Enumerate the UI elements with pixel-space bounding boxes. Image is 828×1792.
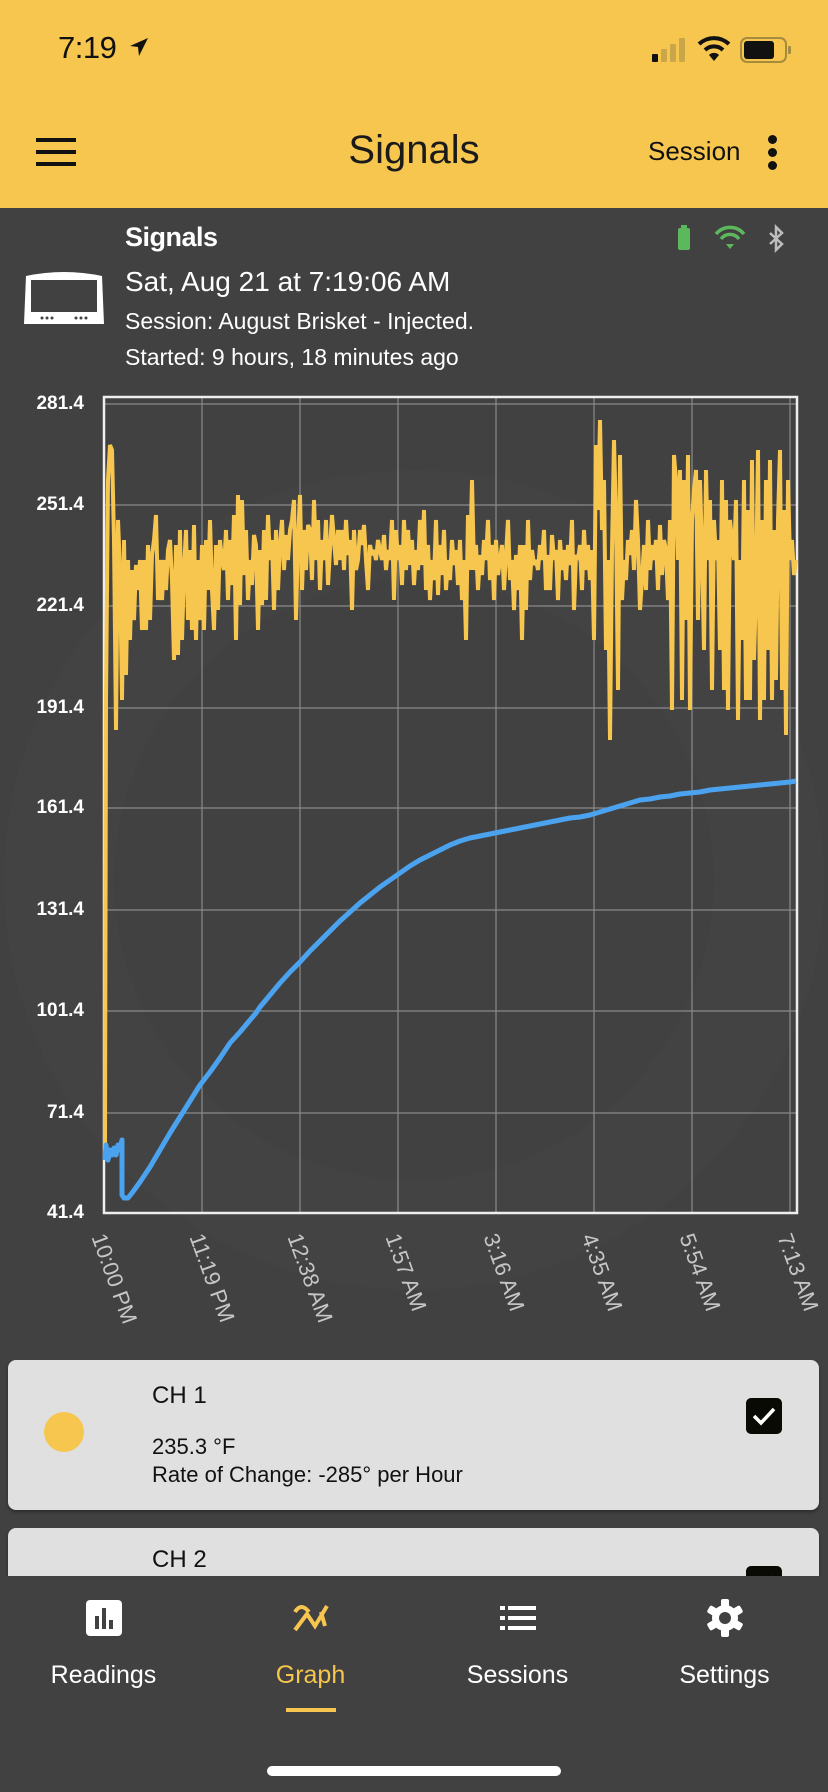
- bar-chart-icon: [85, 1600, 122, 1636]
- y-tick-label: 131.4: [36, 899, 84, 920]
- tab-label: Sessions: [466, 1661, 569, 1689]
- tab-graph[interactable]: Graph: [207, 1598, 414, 1690]
- device-status-icons: [678, 224, 784, 254]
- line-graph-icon: [292, 1604, 329, 1632]
- gear-icon: [706, 1599, 743, 1637]
- battery-icon: [740, 37, 791, 63]
- session-button[interactable]: Session: [648, 136, 741, 166]
- status-time: 7:19: [58, 30, 117, 65]
- home-indicator[interactable]: [267, 1766, 561, 1776]
- y-tick-label: 161.4: [36, 797, 84, 818]
- page-title: Signals: [348, 128, 480, 172]
- tab-settings[interactable]: Settings: [621, 1598, 828, 1690]
- cellular-signal-icon: [652, 38, 685, 62]
- active-tab-indicator: [286, 1708, 336, 1712]
- y-tick-label: 251.4: [36, 494, 84, 515]
- channel-temp: 235.3 °F: [152, 1434, 236, 1459]
- session-started: Started: 9 hours, 18 minutes ago: [125, 344, 459, 370]
- y-tick-label: 281.4: [36, 393, 84, 414]
- channel-label: CH 2: [152, 1546, 207, 1573]
- thermometer-device-icon: [24, 272, 104, 324]
- channel-label: CH 1: [152, 1382, 207, 1409]
- y-tick-label: 221.4: [36, 595, 84, 616]
- tab-readings[interactable]: Readings: [0, 1598, 207, 1690]
- y-tick-label: 191.4: [36, 697, 84, 718]
- device-datetime: Sat, Aug 21 at 7:19:06 AM: [125, 266, 451, 297]
- channel-rate: Rate of Change: -285° per Hour: [152, 1462, 463, 1487]
- wifi-icon: [714, 225, 746, 249]
- hamburger-menu-icon[interactable]: [36, 138, 76, 168]
- tab-label: Graph: [275, 1661, 346, 1689]
- temperature-chart[interactable]: 281.4 251.4 221.4 191.4 161.4 131.4 101.…: [0, 385, 828, 1345]
- chart-plot: [4, 395, 824, 1290]
- tab-label: Settings: [679, 1661, 770, 1689]
- tab-sessions[interactable]: Sessions: [414, 1598, 621, 1690]
- bluetooth-icon: [769, 224, 784, 254]
- y-tick-label: 71.4: [47, 1102, 84, 1123]
- location-arrow-icon: [130, 38, 148, 56]
- battery-icon: [678, 225, 690, 250]
- channel-card-ch1[interactable]: CH 1 235.3 °F Rate of Change: -285° per …: [8, 1360, 819, 1510]
- wifi-icon: [697, 36, 731, 61]
- channel-color-dot: [44, 1412, 84, 1452]
- tab-label: Readings: [50, 1661, 157, 1689]
- device-name: Signals: [125, 222, 218, 252]
- channel-visible-checkbox[interactable]: [746, 1398, 782, 1434]
- bottom-tab-bar: Readings Graph Sessions Settings: [0, 1576, 828, 1792]
- session-name: Session: August Brisket - Injected.: [125, 308, 475, 334]
- y-tick-label: 101.4: [36, 1000, 84, 1021]
- more-vertical-icon[interactable]: [765, 135, 779, 171]
- y-tick-label: 41.4: [47, 1202, 84, 1223]
- app-header: 7:19 Signals Session: [0, 0, 828, 208]
- list-icon: [499, 1606, 536, 1630]
